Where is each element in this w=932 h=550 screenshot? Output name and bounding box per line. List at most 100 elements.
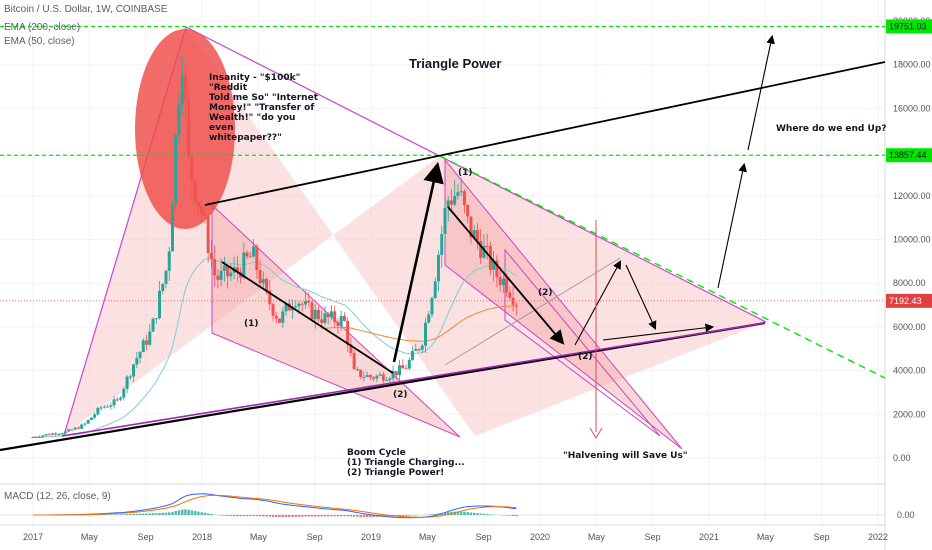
macd-histogram-bar bbox=[275, 515, 278, 518]
macd-histogram-bar bbox=[151, 513, 155, 515]
candle-body bbox=[265, 279, 269, 291]
time-axis[interactable]: 2017 May Sep 2018 May Sep 2019 May Sep 2020 May Sep… bbox=[23, 532, 888, 542]
candle-body bbox=[177, 104, 181, 135]
macd-histogram-bar bbox=[223, 515, 226, 516]
macd-histogram-bar bbox=[333, 515, 336, 517]
macd-histogram-bar bbox=[343, 515, 346, 517]
macd-histogram-bar bbox=[161, 512, 164, 515]
candle-body bbox=[187, 99, 191, 157]
macd-histogram-bar bbox=[142, 513, 145, 515]
macd-histogram-bar bbox=[271, 515, 275, 517]
candle-body bbox=[278, 318, 282, 323]
macd-histogram-bar bbox=[314, 515, 317, 517]
macd-histogram-bar bbox=[294, 515, 297, 517]
candle-body bbox=[394, 371, 398, 376]
candle-body bbox=[462, 191, 466, 206]
signal-line bbox=[32, 494, 517, 518]
candle-body bbox=[498, 277, 502, 286]
candle-body bbox=[180, 75, 184, 105]
macd-histogram-bar bbox=[284, 515, 288, 518]
macd-histogram-bar bbox=[301, 515, 304, 517]
macd-histogram-bar bbox=[479, 513, 482, 515]
candle-body bbox=[436, 254, 440, 282]
macd-histogram-bar bbox=[339, 515, 343, 517]
candle-body bbox=[83, 423, 87, 425]
macd-histogram-bar bbox=[511, 515, 515, 516]
macd-histogram-bar bbox=[203, 512, 207, 515]
macd-histogram-bar bbox=[265, 515, 268, 517]
price-axis-bg bbox=[886, 0, 932, 550]
candle-body bbox=[122, 388, 126, 398]
macd-histogram-bar bbox=[245, 515, 249, 517]
ema-lines bbox=[32, 258, 517, 438]
macd-histogram-bar bbox=[125, 514, 129, 515]
macd-histogram-bar bbox=[262, 515, 265, 517]
macd-histogram-bar bbox=[158, 512, 161, 515]
macd-histogram-bar bbox=[349, 515, 353, 517]
candle-body bbox=[294, 306, 298, 308]
candle-body bbox=[495, 260, 499, 278]
time-tick-label: May bbox=[757, 532, 775, 542]
macd-histogram-bar bbox=[258, 515, 262, 517]
time-tick-label: 2022 bbox=[868, 532, 888, 542]
macd-legend[interactable]: MACD (12, 26, close, 9) bbox=[4, 491, 111, 502]
green-trend-extension bbox=[439, 155, 886, 379]
candle-body bbox=[440, 233, 444, 255]
candle-body bbox=[417, 349, 421, 351]
macd-histogram-bar bbox=[103, 514, 106, 515]
candle-body bbox=[310, 302, 314, 320]
candle-body bbox=[492, 260, 496, 270]
down-line-2018 bbox=[221, 261, 394, 374]
symbol-title[interactable]: Bitcoin / U.S. Dollar, 1W, COINBASE bbox=[4, 4, 168, 15]
candle-body bbox=[106, 406, 110, 408]
candle-body bbox=[297, 303, 301, 307]
time-tick-label: 2020 bbox=[530, 532, 550, 542]
candle-body bbox=[511, 297, 515, 305]
macd-histogram-bar bbox=[466, 512, 469, 515]
candle-body bbox=[258, 270, 262, 284]
price-tick-label: 4000.00 bbox=[893, 366, 926, 376]
candle-body bbox=[333, 311, 337, 323]
candle-body bbox=[414, 349, 418, 351]
macd-histogram-bar bbox=[164, 512, 168, 515]
candle-body bbox=[183, 75, 187, 100]
candle-body bbox=[375, 375, 379, 379]
label-2-right: (2) bbox=[538, 288, 553, 298]
candle-body bbox=[398, 365, 402, 376]
candle-body bbox=[469, 216, 473, 238]
candle-body bbox=[44, 434, 48, 436]
candle-body bbox=[219, 270, 223, 280]
price-axis[interactable]: 20000.0018000.0016000.0014000.0012000.00… bbox=[886, 0, 932, 550]
candle-body bbox=[271, 304, 275, 316]
candle-body bbox=[404, 368, 408, 370]
macd-histogram-bar bbox=[190, 510, 194, 515]
candle-body bbox=[148, 331, 152, 345]
candle-body bbox=[125, 376, 129, 389]
macd-histogram-bar bbox=[197, 511, 200, 515]
candle-body bbox=[255, 246, 259, 271]
price-tick-label: 6000.00 bbox=[893, 322, 926, 332]
macd-histogram-bar bbox=[317, 515, 320, 517]
candle-body bbox=[430, 297, 434, 315]
ema50-legend[interactable]: EMA (50, close) bbox=[4, 36, 75, 47]
candle-body bbox=[248, 256, 252, 258]
macd-histogram-bar bbox=[505, 515, 508, 516]
candle-body bbox=[216, 275, 220, 280]
candle-body bbox=[242, 252, 246, 278]
candle-body bbox=[391, 371, 395, 379]
candle-body bbox=[355, 369, 359, 371]
candle-body bbox=[60, 433, 64, 435]
macd-histogram-bar bbox=[129, 514, 132, 515]
macd-histogram-bar bbox=[200, 512, 203, 515]
macd-histogram-bar bbox=[352, 515, 356, 517]
price-tick-label: 10000.00 bbox=[893, 235, 931, 245]
candle-body bbox=[34, 437, 38, 439]
macd-histogram-bar bbox=[401, 515, 405, 516]
ema200-legend[interactable]: EMA (200, close) bbox=[4, 22, 81, 33]
macd-histogram-bar bbox=[365, 515, 369, 517]
candle-body bbox=[336, 322, 340, 326]
price-tick-label: 16000.00 bbox=[893, 103, 931, 113]
candle-body bbox=[86, 419, 90, 424]
candle-body bbox=[41, 435, 45, 437]
